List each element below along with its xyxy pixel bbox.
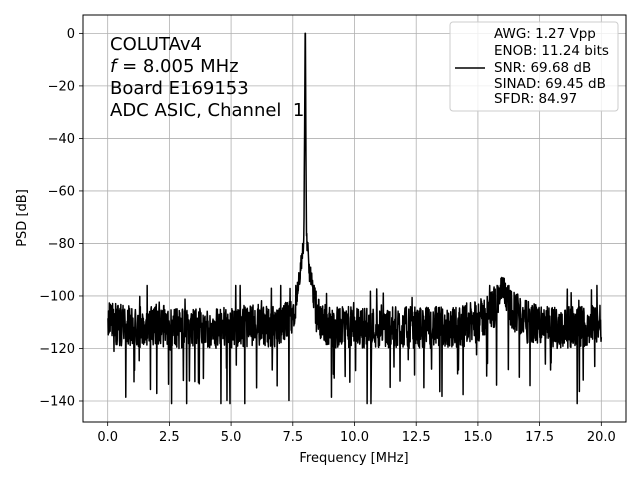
annotation-frequency-symbol: f bbox=[110, 56, 119, 77]
y-tick-label: −120 bbox=[39, 342, 75, 357]
x-tick-label: 15.0 bbox=[463, 430, 492, 445]
y-tick-label: −40 bbox=[48, 132, 75, 147]
psd-series-line bbox=[107, 32, 603, 405]
grid-lines bbox=[83, 15, 626, 422]
annotation-frequency: f = 8.005 MHz bbox=[110, 56, 239, 77]
y-tick-label: −80 bbox=[48, 237, 75, 252]
annotation-channel: ADC ASIC, Channel 1 bbox=[110, 100, 304, 121]
y-tick-label: −100 bbox=[39, 289, 75, 304]
annotation-block: COLUTAv4 f = 8.005 MHz Board E169153 ADC… bbox=[110, 34, 304, 121]
x-tick-label: 0.0 bbox=[97, 430, 118, 445]
y-tick-label: −20 bbox=[48, 79, 75, 94]
annotation-board: Board E169153 bbox=[110, 78, 249, 99]
y-axis-ticks: 0 −20 −40 −60 −80 −100 −120 −140 bbox=[39, 27, 83, 409]
legend-enob: ENOB: 11.24 bits bbox=[494, 43, 609, 59]
x-tick-label: 5.0 bbox=[221, 430, 242, 445]
y-tick-label: −140 bbox=[39, 394, 75, 409]
x-tick-label: 17.5 bbox=[525, 430, 554, 445]
x-tick-label: 2.5 bbox=[159, 430, 180, 445]
x-tick-label: 7.5 bbox=[282, 430, 303, 445]
x-axis-ticks: 0.0 2.5 5.0 7.5 10.0 12.5 15.0 17.5 20.0 bbox=[97, 422, 616, 445]
y-tick-label: 0 bbox=[67, 27, 75, 42]
y-axis-label: PSD [dB] bbox=[15, 189, 30, 247]
y-tick-label: −60 bbox=[48, 184, 75, 199]
annotation-chip-name: COLUTAv4 bbox=[110, 34, 202, 55]
x-tick-label: 20.0 bbox=[587, 430, 616, 445]
legend: AWG: 1.27 Vpp ENOB: 11.24 bits SNR: 69.6… bbox=[449, 21, 619, 112]
legend-box bbox=[449, 21, 619, 112]
legend-awg: AWG: 1.27 Vpp bbox=[494, 26, 596, 42]
annotation-frequency-value: = 8.005 MHz bbox=[116, 56, 238, 77]
legend-snr: SNR: 69.68 dB bbox=[494, 60, 591, 76]
x-axis-label: Frequency [MHz] bbox=[299, 451, 408, 466]
legend-sinad: SINAD: 69.45 dB bbox=[494, 76, 606, 92]
legend-sfdr: SFDR: 84.97 bbox=[494, 91, 577, 107]
x-tick-label: 12.5 bbox=[402, 430, 431, 445]
x-tick-label: 10.0 bbox=[340, 430, 369, 445]
